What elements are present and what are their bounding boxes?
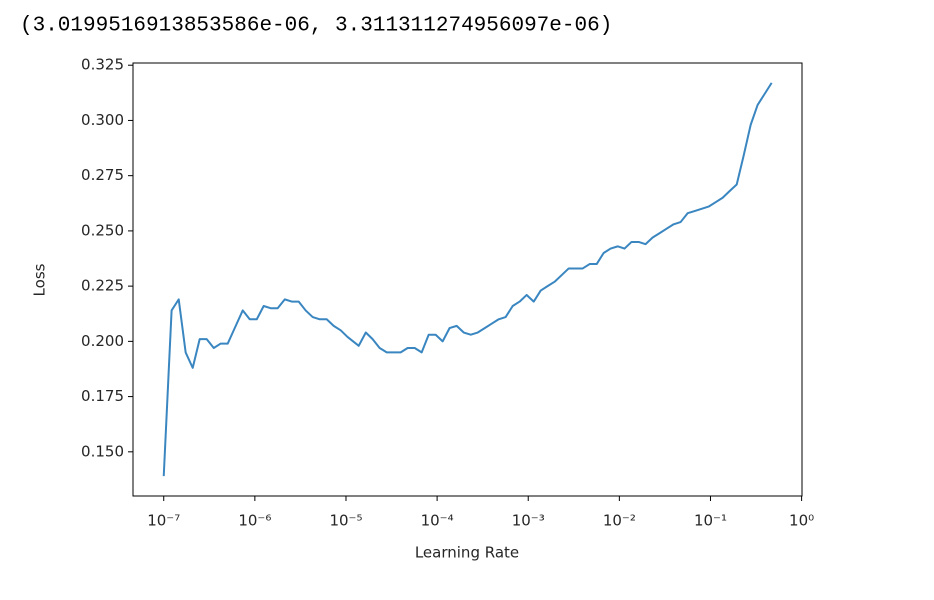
x-tick-label: 10⁻¹ <box>694 512 727 530</box>
x-tick-label: 10⁰ <box>789 512 814 530</box>
y-tick-label: 0.250 <box>81 221 124 239</box>
plot-frame <box>132 62 803 497</box>
x-tick-label: 10⁻⁴ <box>421 512 454 530</box>
y-tick-label: 0.150 <box>81 442 124 460</box>
y-axis-label: Loss <box>31 263 49 296</box>
loss-line <box>162 82 773 477</box>
y-tick-label: 0.325 <box>81 56 124 74</box>
y-tick-label: 0.275 <box>81 166 124 184</box>
output-text: (3.0199516913853586e-06, 3.3113112749560… <box>20 15 612 38</box>
y-tick-label: 0.175 <box>81 387 124 405</box>
x-tick-label: 10⁻⁶ <box>238 512 271 530</box>
y-tick-label: 0.300 <box>81 111 124 129</box>
x-tick-label: 10⁻⁷ <box>147 512 180 530</box>
y-tick-label: 0.200 <box>81 332 124 350</box>
x-axis-label: Learning Rate <box>415 544 519 562</box>
x-tick-label: 10⁻⁵ <box>329 512 362 530</box>
y-tick-label: 0.225 <box>81 277 124 295</box>
x-tick-label: 10⁻³ <box>512 512 545 530</box>
x-tick-label: 10⁻² <box>603 512 636 530</box>
